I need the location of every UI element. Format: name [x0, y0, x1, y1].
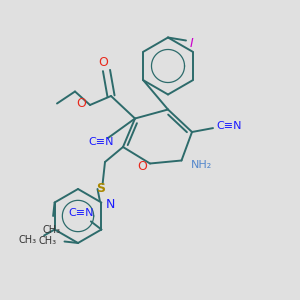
Text: C≡N: C≡N: [88, 137, 113, 147]
Text: N: N: [106, 197, 115, 211]
Text: I: I: [190, 37, 194, 50]
Text: S: S: [96, 182, 105, 196]
Text: C≡N: C≡N: [68, 208, 94, 218]
Text: C≡N: C≡N: [216, 121, 242, 131]
Text: CH₃: CH₃: [43, 225, 61, 235]
Text: O: O: [99, 56, 108, 70]
Text: NH₂: NH₂: [191, 160, 212, 170]
Text: O: O: [138, 160, 147, 173]
Text: CH₃: CH₃: [19, 235, 37, 245]
Text: O: O: [77, 97, 86, 110]
Text: CH₃: CH₃: [39, 236, 57, 247]
